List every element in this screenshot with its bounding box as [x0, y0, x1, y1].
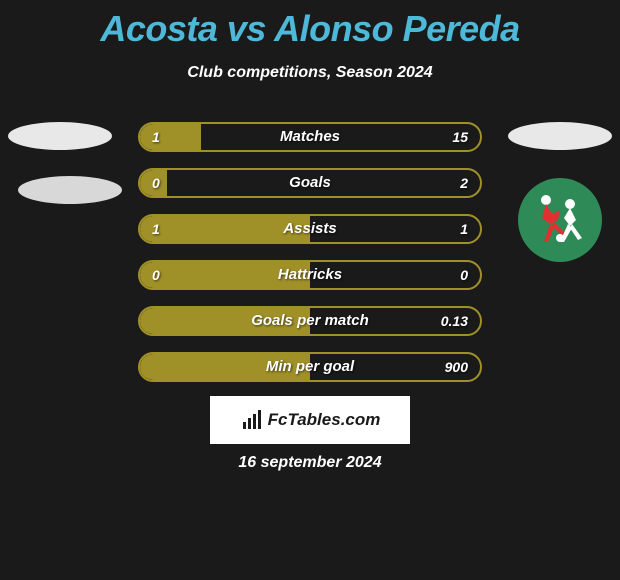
stats-container: 1 Matches 15 0 Goals 2 1 Assists 1 0 Hat…	[138, 122, 482, 398]
stat-row-min-per-goal: Min per goal 900	[138, 352, 482, 382]
stat-row-goals: 0 Goals 2	[138, 168, 482, 198]
brand-box[interactable]: FcTables.com	[210, 396, 410, 444]
stat-row-assists: 1 Assists 1	[138, 214, 482, 244]
stat-row-hattricks: 0 Hattricks 0	[138, 260, 482, 290]
player-right-badge-1	[508, 122, 612, 150]
stat-label: Goals per match	[140, 308, 480, 334]
stat-label: Assists	[140, 216, 480, 242]
stat-right-value: 900	[445, 354, 468, 380]
brand-text: FcTables.com	[268, 410, 381, 430]
stat-right-value: 2	[460, 170, 468, 196]
stat-label: Goals	[140, 170, 480, 196]
stat-right-value: 0.13	[441, 308, 468, 334]
stat-label: Hattricks	[140, 262, 480, 288]
date-label: 16 september 2024	[0, 454, 620, 472]
stat-right-value: 15	[452, 124, 468, 150]
club-badge-icon	[518, 178, 602, 262]
comparison-title: Acosta vs Alonso Pereda	[0, 0, 620, 50]
stat-label: Matches	[140, 124, 480, 150]
chart-icon	[240, 408, 264, 432]
stat-label: Min per goal	[140, 354, 480, 380]
stat-right-value: 1	[460, 216, 468, 242]
player-left-badge-2	[18, 176, 122, 204]
stat-right-value: 0	[460, 262, 468, 288]
player-left-badge-1	[8, 122, 112, 150]
subtitle: Club competitions, Season 2024	[0, 64, 620, 82]
stat-row-goals-per-match: Goals per match 0.13	[138, 306, 482, 336]
stat-row-matches: 1 Matches 15	[138, 122, 482, 152]
